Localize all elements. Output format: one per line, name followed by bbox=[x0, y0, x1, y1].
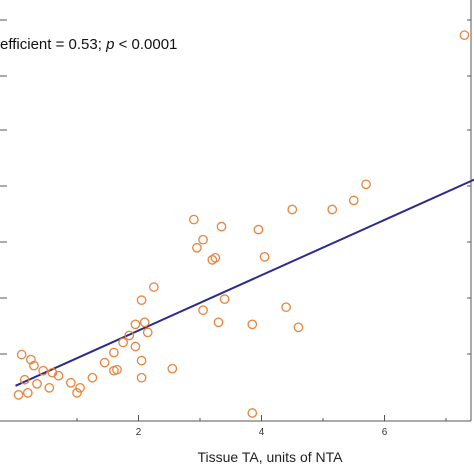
data-point bbox=[136, 295, 147, 306]
data-point bbox=[253, 224, 264, 235]
data-point bbox=[167, 363, 178, 374]
data-point bbox=[47, 367, 58, 378]
data-point bbox=[189, 214, 199, 225]
annotation-p-symbol: p bbox=[106, 36, 115, 53]
axes: 2468 bbox=[0, 0, 472, 438]
data-point bbox=[219, 294, 230, 305]
data-point bbox=[72, 387, 82, 398]
data-point bbox=[192, 242, 202, 253]
data-point bbox=[142, 327, 153, 338]
data-point bbox=[130, 341, 141, 352]
data-point bbox=[16, 349, 27, 360]
data-point bbox=[109, 347, 119, 358]
data-point bbox=[22, 387, 33, 398]
data-point bbox=[32, 378, 42, 389]
data-point bbox=[75, 382, 85, 393]
data-point bbox=[247, 319, 258, 330]
data-point bbox=[287, 204, 298, 215]
correlation-annotation: efficient = 0.53; p < 0.0001 bbox=[0, 36, 177, 53]
data-point bbox=[210, 252, 221, 263]
data-point bbox=[19, 374, 30, 385]
data-point bbox=[44, 382, 55, 393]
data-point bbox=[216, 221, 227, 232]
data-point bbox=[259, 251, 270, 262]
data-point bbox=[149, 282, 159, 292]
data-point bbox=[459, 30, 470, 41]
data-point bbox=[293, 322, 304, 333]
data-point bbox=[213, 317, 224, 328]
annotation-prefix: efficient = 0.53; bbox=[0, 36, 107, 53]
data-point bbox=[327, 204, 338, 215]
data-point bbox=[29, 360, 39, 371]
annotation-suffix: < 0.0001 bbox=[114, 36, 178, 53]
data-point bbox=[26, 354, 36, 365]
data-point bbox=[87, 372, 98, 383]
data-point bbox=[118, 337, 128, 348]
data-point bbox=[109, 365, 119, 376]
data-point bbox=[281, 302, 291, 313]
data-point bbox=[130, 319, 141, 330]
data-point bbox=[361, 179, 371, 190]
data-points bbox=[13, 30, 470, 418]
data-point bbox=[198, 305, 208, 316]
data-point bbox=[13, 390, 24, 400]
data-point bbox=[348, 195, 359, 206]
x-tick-label-4: 4 bbox=[259, 427, 265, 438]
data-point bbox=[124, 330, 135, 341]
data-point bbox=[198, 234, 208, 245]
data-point bbox=[66, 377, 76, 388]
data-point bbox=[99, 357, 110, 368]
x-tick-label-6: 6 bbox=[382, 427, 388, 438]
data-point bbox=[53, 370, 64, 381]
data-point bbox=[38, 365, 49, 376]
regression-line-group bbox=[15, 178, 474, 387]
data-point bbox=[136, 372, 147, 383]
x-tick-label-2: 2 bbox=[136, 427, 142, 438]
x-axis-label: Tissue TA, units of NTA bbox=[197, 449, 343, 465]
data-point bbox=[139, 317, 150, 328]
data-point bbox=[247, 408, 258, 418]
data-point bbox=[136, 355, 147, 366]
regression-line bbox=[15, 178, 474, 387]
